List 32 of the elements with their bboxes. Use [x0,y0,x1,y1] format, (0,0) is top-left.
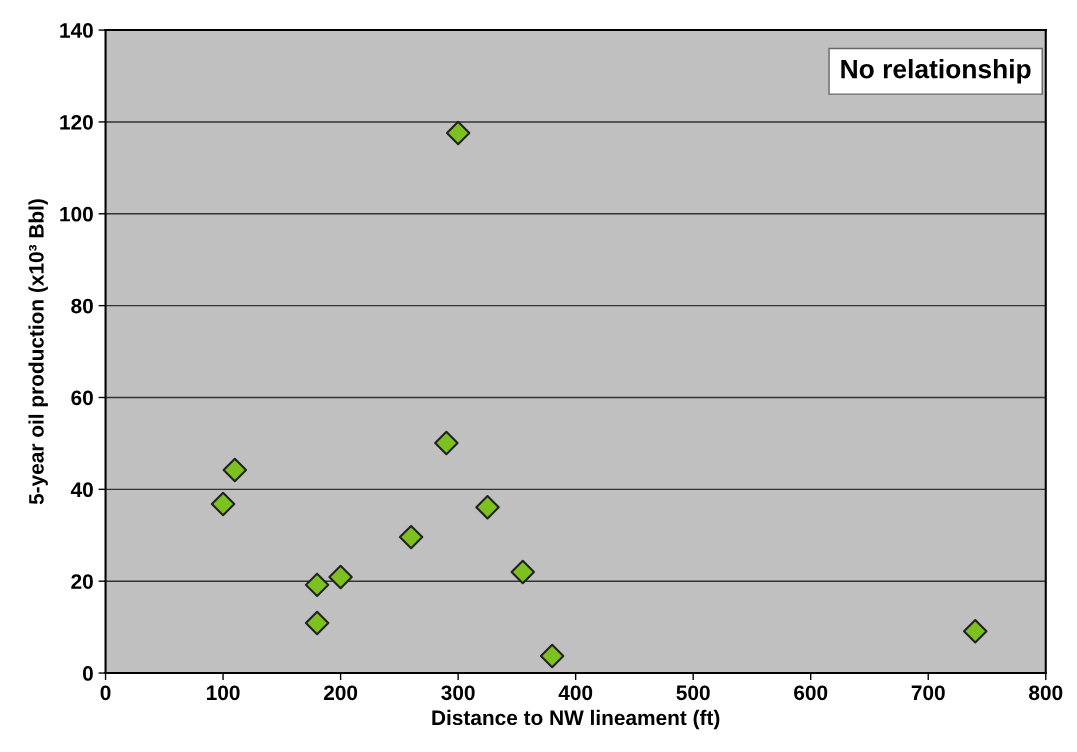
point [475,495,500,520]
x-tick-label: 100 [207,685,240,701]
x-tick-label: 300 [441,685,475,701]
point [304,572,330,598]
y-tick-label: 60 [71,390,93,406]
annotation: No relationship [841,59,1031,84]
point [963,619,988,644]
y-axis-title: 5-year oil production (x10³ Bbl) [28,199,48,505]
point [210,491,236,517]
point [510,559,536,585]
point [304,610,330,636]
point [328,564,353,590]
y-tick-label: 80 [71,298,93,314]
point [434,430,459,456]
x-tick-label: 200 [323,685,358,701]
x-tick-label: 700 [911,685,945,701]
y-tick-label: 40 [70,482,93,498]
y-tick-label: 100 [60,206,93,222]
x-tick-label: 800 [1029,685,1063,701]
point [398,524,424,550]
point [222,457,248,483]
x-tick-label: 600 [794,685,828,701]
x-tick-label: 400 [558,685,593,701]
point [539,643,565,669]
point [445,120,471,146]
y-tick-label: 120 [60,114,93,130]
y-tick-label: 20 [71,574,93,589]
y-tick-label: 0 [82,666,93,681]
x-tick-label: 500 [676,685,710,701]
x-tick-label: 0 [100,685,111,701]
y-tick-label: 140 [60,23,93,38]
x-axis-title: Distance to NW lineament (ft) [432,709,720,730]
